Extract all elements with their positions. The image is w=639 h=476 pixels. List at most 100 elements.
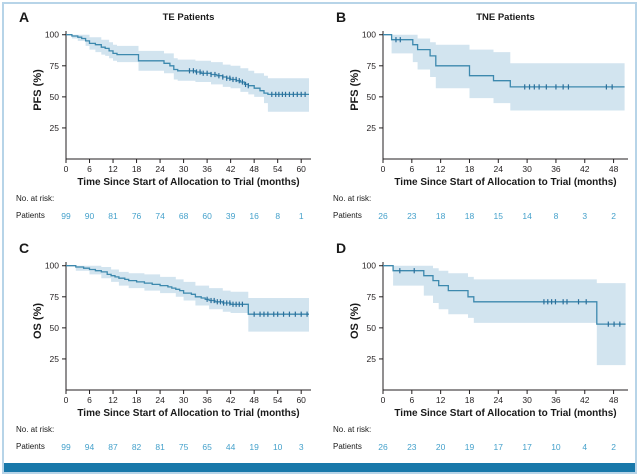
x-tick-label: 36 [551, 164, 561, 174]
panel-b-risk-row-label: Patients [333, 211, 362, 220]
panel-a-risk-header: No. at risk: [16, 194, 55, 203]
y-tick-label: 50 [50, 323, 60, 333]
km-curve [383, 265, 626, 325]
x-tick-label: 18 [465, 395, 475, 405]
x-tick-label: 18 [132, 164, 142, 174]
x-tick-label: 36 [551, 395, 561, 405]
y-tick-label: 50 [367, 92, 377, 102]
confidence-band [383, 34, 625, 111]
x-tick-label: 18 [465, 164, 475, 174]
risk-count: 2 [611, 211, 616, 221]
risk-count: 87 [108, 442, 118, 452]
risk-count: 17 [522, 442, 532, 452]
x-tick-label: 48 [249, 164, 259, 174]
panel-c-letter: C [19, 240, 30, 256]
panel-a-title: TE Patients [162, 12, 215, 23]
x-tick-label: 30 [179, 164, 189, 174]
risk-count: 82 [132, 442, 142, 452]
y-tick-label: 25 [367, 123, 377, 133]
risk-count: 20 [436, 442, 446, 452]
panel-a-y-axis-label: PFS (%) [32, 69, 44, 111]
panel-b-x-axis-label: Time Since Start of Allocation to Trial … [394, 177, 617, 188]
x-tick-label: 48 [609, 395, 619, 405]
y-tick-label: 75 [50, 292, 60, 302]
y-tick-label: 25 [367, 354, 377, 364]
risk-count: 18 [465, 211, 475, 221]
y-tick-label: 75 [50, 61, 60, 71]
risk-count: 17 [494, 442, 504, 452]
x-tick-label: 0 [64, 164, 69, 174]
x-tick-label: 12 [436, 164, 446, 174]
x-tick-label: 30 [179, 395, 189, 405]
risk-count: 19 [249, 442, 259, 452]
panel-d-chart: 100 75 50 25 0 26 6 23 12 20 18 19 24 17 30 17 36 10 42 4 48… [362, 261, 628, 452]
x-tick-label: 12 [108, 164, 118, 174]
y-tick-label: 100 [45, 30, 59, 40]
risk-count: 81 [108, 211, 118, 221]
risk-count: 3 [299, 442, 304, 452]
y-tick-label: 75 [367, 292, 377, 302]
x-tick-label: 60 [296, 395, 306, 405]
risk-count: 2 [611, 442, 616, 452]
risk-count: 99 [61, 211, 71, 221]
confidence-band [66, 34, 309, 112]
panel-d-risk-row-label: Patients [333, 442, 362, 451]
x-tick-label: 12 [436, 395, 446, 405]
risk-count: 1 [299, 211, 304, 221]
bottom-accent-bar [4, 463, 635, 472]
x-tick-label: 18 [132, 395, 142, 405]
y-tick-label: 25 [50, 354, 60, 364]
panel-b-y-axis-label: PFS (%) [349, 69, 361, 111]
risk-count: 76 [132, 211, 142, 221]
risk-count: 14 [522, 211, 532, 221]
risk-count: 16 [249, 211, 259, 221]
x-tick-label: 6 [409, 395, 414, 405]
risk-count: 26 [378, 442, 388, 452]
x-tick-label: 36 [202, 164, 212, 174]
y-tick-label: 50 [367, 323, 377, 333]
x-tick-label: 36 [202, 395, 212, 405]
risk-count: 18 [436, 211, 446, 221]
y-tick-label: 100 [362, 30, 376, 40]
panel-a-chart: 1007550250996901281187624743068366042394… [45, 30, 311, 221]
y-tick-label: 75 [367, 61, 377, 71]
risk-count: 23 [407, 442, 417, 452]
risk-count: 75 [179, 442, 189, 452]
x-tick-label: 0 [381, 395, 386, 405]
x-tick-label: 24 [494, 164, 504, 174]
risk-count: 23 [407, 211, 417, 221]
y-tick-label: 50 [50, 92, 60, 102]
x-tick-label: 24 [494, 395, 504, 405]
km-curve [66, 34, 309, 96]
confidence-band [66, 265, 309, 332]
panel-d-letter: D [336, 240, 347, 256]
x-tick-label: 54 [273, 164, 283, 174]
panel-c-risk-header: No. at risk: [16, 425, 55, 434]
km-curve [383, 34, 625, 88]
panel-a-risk-row-label: Patients [16, 211, 45, 220]
risk-count: 65 [202, 442, 212, 452]
risk-count: 81 [155, 442, 165, 452]
x-tick-label: 42 [226, 164, 236, 174]
x-tick-label: 54 [273, 395, 283, 405]
panel-d-risk-header: No. at risk: [333, 425, 372, 434]
panel-b-title: TNE Patients [476, 12, 535, 23]
x-tick-label: 48 [609, 164, 619, 174]
risk-count: 15 [494, 211, 504, 221]
panel-c: 100 75 50 25 0 99 6 94 12 87 18 82 24 81 30 75 36 65 42 44 4… [8, 238, 321, 462]
panel-c-risk-row-label: Patients [16, 442, 45, 451]
risk-count: 10 [273, 442, 283, 452]
x-tick-label: 30 [522, 395, 532, 405]
y-tick-label: 100 [362, 261, 376, 271]
x-tick-label: 0 [381, 164, 386, 174]
x-tick-label: 6 [87, 164, 92, 174]
risk-count: 94 [85, 442, 95, 452]
km-curve [66, 265, 309, 315]
panel-a: 100 75 50 25 0 99 6 90 12 81 18 76 24 74 30 68 36 60 42 39 4… [8, 7, 321, 231]
risk-count: 90 [85, 211, 95, 221]
x-tick-label: 30 [522, 164, 532, 174]
x-tick-label: 42 [580, 164, 590, 174]
y-tick-label: 25 [50, 123, 60, 133]
panel-d-y-axis-label: OS (%) [349, 302, 361, 340]
